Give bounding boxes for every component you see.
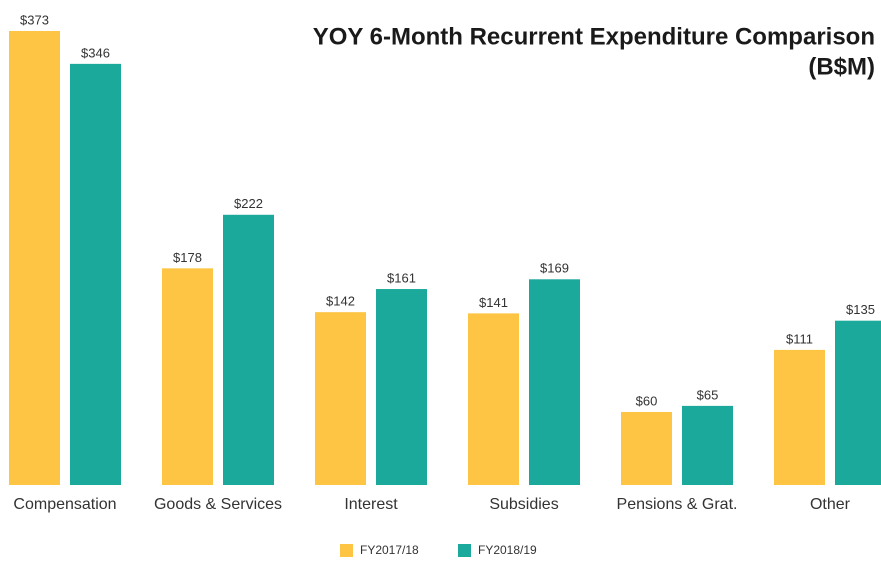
x-tick-label: Goods & Services	[154, 496, 282, 513]
bar	[529, 279, 580, 485]
value-label: $346	[81, 45, 110, 60]
bar	[774, 349, 825, 485]
value-label: $141	[479, 295, 508, 310]
x-tick-label: Subsidies	[489, 496, 558, 513]
bar	[468, 313, 519, 485]
x-tick-label: Other	[810, 496, 851, 513]
value-label: $161	[387, 270, 416, 285]
value-label: $222	[234, 196, 263, 211]
bar	[223, 214, 274, 485]
x-tick-label: Compensation	[13, 496, 116, 513]
x-tick-label: Interest	[344, 496, 398, 513]
value-label: $169	[540, 261, 569, 276]
legend-label: FY2018/19	[478, 543, 537, 557]
value-label: $60	[636, 393, 658, 408]
x-tick-label: Pensions & Grat.	[617, 496, 738, 513]
value-label: $373	[20, 12, 49, 27]
value-label: $111	[786, 331, 813, 346]
value-label: $65	[697, 387, 719, 402]
bar	[162, 268, 213, 485]
bar	[9, 31, 60, 485]
value-label: $135	[846, 302, 875, 317]
bar	[835, 320, 881, 485]
bar	[376, 289, 427, 485]
bar	[70, 63, 121, 485]
chart-title: YOY 6-Month Recurrent Expenditure Compar…	[313, 23, 875, 50]
bar	[682, 405, 733, 485]
legend-swatch	[340, 544, 353, 557]
chart-subtitle: (B$M)	[808, 53, 875, 80]
bar	[621, 411, 672, 485]
legend-label: FY2017/18	[360, 543, 419, 557]
bar	[315, 312, 366, 485]
value-label: $142	[326, 294, 355, 309]
legend-swatch	[458, 544, 471, 557]
value-label: $178	[173, 250, 202, 265]
